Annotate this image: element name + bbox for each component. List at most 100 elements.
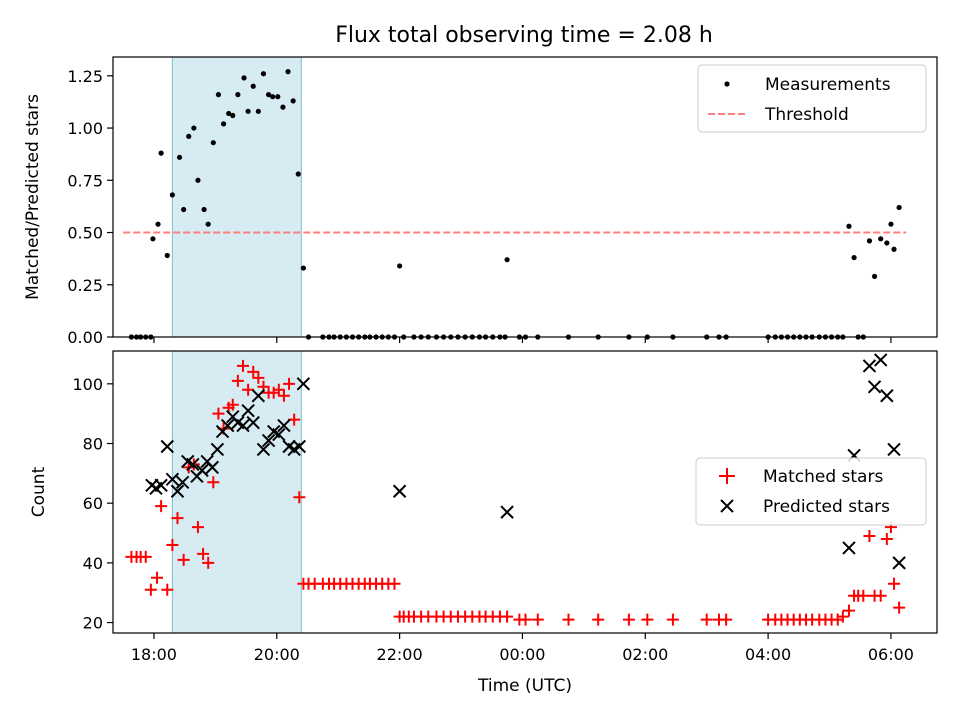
predicted-star-point <box>220 418 235 433</box>
predicted-star-point <box>873 353 888 367</box>
matched-star-point <box>863 530 876 543</box>
predicted-star-point <box>241 403 255 418</box>
matched-star-point <box>501 610 514 623</box>
ratio-panel: 0.00 0.25 0.50 0.75 1.00 1.25 Matched/Predict… <box>23 56 938 347</box>
measurement-point <box>891 246 897 252</box>
measurement-point <box>265 92 272 98</box>
measurement-point <box>158 150 164 156</box>
measurement-point <box>250 83 256 89</box>
predicted-star-point <box>500 505 514 519</box>
matched-star-point <box>880 533 893 545</box>
matched-star-point <box>247 365 260 378</box>
measurement-point <box>245 108 251 114</box>
count-panel: 20 40 60 80 100 18:00 20:00 22:00 00:00 02:00 04:… <box>29 350 938 696</box>
bottom-y-tick-label: 100 <box>72 375 103 394</box>
top-axes-frame <box>112 56 938 338</box>
top-y-tick-label: 0.50 <box>67 224 103 243</box>
predicted-star-point <box>175 475 190 490</box>
matched-star-point <box>226 398 239 411</box>
matched-star-point <box>293 491 306 504</box>
matched-star-point <box>283 377 296 390</box>
measurement-point <box>397 263 403 269</box>
x-tick-label: 18:00 <box>131 645 177 664</box>
measurement-point <box>215 92 222 98</box>
bottom-legend-box <box>695 457 927 526</box>
measurement-point <box>290 98 296 104</box>
measurement-point <box>896 204 902 211</box>
matched-star-point <box>893 601 906 614</box>
legend-matched-label: Matched stars <box>763 467 883 487</box>
measurement-point <box>195 177 201 183</box>
matched-star-point <box>277 389 290 402</box>
matched-star-point <box>231 374 244 387</box>
predicted-star-point <box>195 463 209 478</box>
bottom-y-tick-label: 80 <box>83 435 103 454</box>
predicted-star-point <box>867 380 882 394</box>
legend-predicted-label: Predicted stars <box>763 497 890 517</box>
predicted-star-point <box>292 439 307 454</box>
measurement-point <box>300 265 306 271</box>
matched-star-point <box>622 613 635 626</box>
measurement-point <box>846 223 852 229</box>
matched-star-point <box>272 383 285 396</box>
observing-window-shade-bottom <box>171 350 302 634</box>
measurement-point <box>866 238 873 244</box>
matched-star-point <box>166 538 179 551</box>
matched-star-point <box>831 613 844 626</box>
top-y-tick-label: 0.25 <box>67 276 103 295</box>
measurement-point <box>241 75 247 81</box>
matched-star-point <box>252 371 265 384</box>
measurement-point <box>871 273 878 280</box>
measurement-point <box>181 206 187 213</box>
top-y-axis-label: Matched/Predicted stars <box>23 94 43 300</box>
top-legend-box <box>697 64 927 133</box>
count-points <box>125 353 906 626</box>
observing-window-shade <box>171 56 302 338</box>
predicted-star-point <box>392 484 407 498</box>
matched-star-point <box>171 512 184 525</box>
chart-title: Flux total observing time = 2.08 h <box>335 23 713 48</box>
predicted-star-point <box>892 556 906 570</box>
predicted-star-point <box>186 457 200 472</box>
matched-star-point <box>242 383 255 396</box>
predicted-star-point <box>880 389 894 403</box>
matched-star-point <box>207 476 220 489</box>
measurement-point <box>169 192 175 198</box>
matched-star-point <box>857 589 870 602</box>
predicted-star-point <box>277 418 291 433</box>
bottom-axes-frame <box>112 350 938 634</box>
measurement-point <box>504 257 510 263</box>
predicted-star-point <box>842 541 856 555</box>
measurement-point <box>205 221 211 227</box>
predicted-star-point <box>296 377 311 391</box>
measurement-point <box>285 69 291 75</box>
measurement-point <box>888 221 894 227</box>
predicted-star-point <box>154 478 168 492</box>
matched-star-point <box>531 613 544 626</box>
predicted-star-point <box>165 472 180 487</box>
predicted-star-point <box>272 427 286 442</box>
predicted-star-point <box>236 418 250 433</box>
matched-star-point <box>177 553 190 566</box>
measurement-point <box>235 92 241 98</box>
legend-measurements-label: Measurements <box>765 75 891 95</box>
measurement-point <box>884 240 890 246</box>
matched-star-point <box>388 577 401 590</box>
legend-predicted-marker <box>720 499 734 513</box>
predicted-star-point <box>256 442 271 457</box>
bottom-y-axis-label: Count <box>29 466 49 517</box>
predicted-star-point <box>862 359 877 373</box>
measurement-point <box>280 104 286 110</box>
measurement-point <box>186 133 192 140</box>
matched-star-point <box>836 610 849 623</box>
bottom-x-ticks: 18:00 20:00 22:00 00:00 02:00 04:00 06:00 <box>131 633 914 664</box>
predicted-star-point <box>261 433 276 448</box>
matched-star-point <box>202 556 215 569</box>
measurement-point <box>220 121 227 127</box>
top-y-ticks: 0.00 0.25 0.50 0.75 1.00 1.25 <box>67 67 113 347</box>
bottom-y-ticks: 20 40 60 80 100 <box>72 375 113 633</box>
matched-star-point <box>641 613 654 626</box>
matched-star-point <box>212 407 225 420</box>
matched-star-point <box>236 359 249 372</box>
measurement-point <box>201 206 207 213</box>
